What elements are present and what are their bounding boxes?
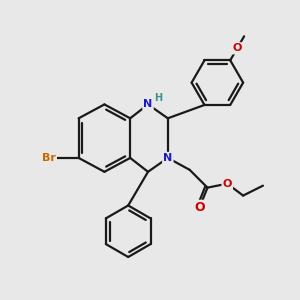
Text: H: H: [154, 94, 162, 103]
Text: O: O: [194, 201, 205, 214]
Text: O: O: [232, 43, 242, 53]
Text: O: O: [223, 179, 232, 189]
Text: Br: Br: [42, 153, 56, 163]
Text: N: N: [163, 153, 172, 163]
Text: N: N: [143, 99, 153, 110]
